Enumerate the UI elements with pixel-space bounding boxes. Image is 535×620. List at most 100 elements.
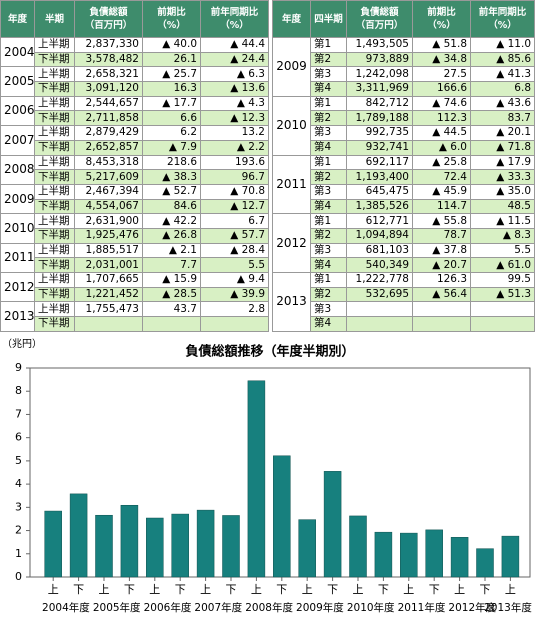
- cell: 3,578,482: [74, 51, 143, 68]
- x-tick-label: 下: [429, 583, 440, 596]
- header-cell: 年度: [272, 0, 311, 38]
- cell: ▲ 6.0: [412, 139, 471, 156]
- cell: 48.5: [470, 198, 535, 215]
- cell: ▲ 40.0: [142, 37, 201, 53]
- row: 2013 第1 1,222,778 126.3 99.5: [272, 272, 535, 332]
- cell: 下半期: [34, 110, 75, 127]
- row: 下半期: [1, 316, 269, 332]
- bar: [95, 514, 113, 578]
- cell: 下半期: [34, 51, 75, 68]
- cell: 第3: [310, 242, 347, 259]
- cell: ▲ 28.5: [142, 286, 201, 303]
- cell: ▲ 44.4: [200, 37, 269, 53]
- header-cell: 四半期: [310, 0, 347, 38]
- cell: 下半期: [34, 139, 75, 156]
- bar: [247, 380, 266, 578]
- year-cell: 2010: [0, 213, 35, 244]
- bar: [374, 531, 393, 578]
- empty-cell: [346, 316, 413, 332]
- cell: ▲ 12.7: [200, 198, 269, 215]
- header-text: （%）: [488, 20, 517, 31]
- row: 下半期 3,091,120 16.3 ▲ 13.6: [1, 81, 269, 97]
- cell: 83.7: [470, 110, 535, 127]
- group-label: 2006年度: [144, 601, 192, 614]
- cell: ▲ 52.7: [142, 183, 201, 200]
- header-text: （%）: [220, 20, 249, 31]
- bar: [323, 471, 342, 578]
- row: 2009 第1 1,493,505 ▲ 51.8 ▲ 11.0: [272, 37, 535, 97]
- x-tick-label: 上: [505, 583, 516, 596]
- cell: 6.2: [142, 125, 201, 141]
- cell: 2,031,001: [74, 257, 143, 273]
- cell: 645,475: [346, 183, 413, 200]
- cell: ▲ 20.7: [412, 257, 471, 273]
- row: 第2 973,889 ▲ 34.8 ▲ 85.6: [273, 51, 535, 68]
- year-cell: 2009: [272, 37, 311, 97]
- cell: ▲ 44.5: [412, 125, 471, 141]
- cell: ▲ 2.2: [200, 139, 269, 156]
- row: 2013 上半期 1,755,473 43.7 2.8: [0, 301, 269, 332]
- header-text: （百万円）: [355, 20, 404, 31]
- row: 下半期 5,217,609 ▲ 38.3 96.7: [1, 169, 269, 185]
- cell: ▲ 6.3: [200, 66, 269, 83]
- cell: 第2: [310, 227, 347, 244]
- cell: ▲ 70.8: [200, 183, 269, 200]
- year-cell: 2013: [0, 301, 35, 332]
- group-label: 2009年度: [296, 601, 344, 614]
- row: 2008 上半期 8,453,318 218.6 193.6: [0, 154, 269, 185]
- header-text: （百万円）: [84, 20, 133, 31]
- header-cell: 年度: [0, 0, 35, 38]
- y-tick-label: 2: [15, 524, 22, 537]
- header-text: 前年同期比: [210, 7, 259, 18]
- cell: ▲ 51.3: [470, 286, 535, 303]
- year-cell: 2009: [0, 183, 35, 215]
- cell: ▲ 38.3: [142, 169, 201, 185]
- empty-cell: [200, 316, 269, 332]
- header-cell: 前年同期比 （%）: [200, 0, 269, 38]
- row: 第3 681,103 ▲ 37.8 5.5: [273, 242, 535, 259]
- bar: [146, 517, 164, 578]
- cell: 2,652,857: [74, 139, 143, 156]
- x-tick-label: 下: [378, 583, 389, 596]
- bar: [44, 510, 62, 578]
- row: 第3 992,735 ▲ 44.5 ▲ 20.1: [273, 125, 535, 141]
- cell: 842,712: [346, 95, 413, 112]
- year-cell: 2005: [0, 66, 35, 97]
- cell: 612,771: [346, 213, 413, 229]
- row: 下半期 1,221,452 ▲ 28.5 ▲ 39.9: [1, 286, 269, 303]
- cell: 第2: [310, 110, 347, 127]
- cell: 7.7: [142, 257, 201, 273]
- chart: 負債総額推移（年度半期別） （兆円） 0 1 2 3 4 5 6 7 8 9 上 下 上 下 上 下 上 下 上 下 上…: [2, 338, 532, 614]
- header-text: 負債総額: [89, 7, 128, 18]
- header-text: 前年同期比: [478, 7, 527, 18]
- x-tick-label: 上: [302, 583, 313, 596]
- cell: ▲ 57.7: [200, 227, 269, 244]
- header-cell: 負債総額 （百万円）: [74, 0, 143, 38]
- header-text: 年度: [7, 13, 27, 25]
- cell: ▲ 35.0: [470, 183, 535, 200]
- cell: ▲ 37.8: [412, 242, 471, 259]
- cell: 5.5: [470, 242, 535, 259]
- y-tick-label: 0: [15, 570, 22, 583]
- cell: 84.6: [142, 198, 201, 215]
- row: 第4 3,311,969 166.6 6.8: [273, 81, 535, 97]
- cell: ▲ 9.4: [200, 272, 269, 288]
- cell: 1,789,188: [346, 110, 413, 127]
- half-year-table: 年度 半期 負債総額 （百万円） 前期比 （%） 前年同期比 （%） 2004 上半期 2,837,…: [0, 0, 269, 332]
- cell: 上半期: [34, 183, 75, 200]
- cell: 上半期: [34, 95, 75, 112]
- row: 第2 532,695 ▲ 56.4 ▲ 51.3: [273, 286, 535, 303]
- y-tick-label: 9: [15, 361, 22, 374]
- bar: [476, 548, 494, 578]
- cell: 下半期: [34, 286, 75, 303]
- cell: ▲ 11.0: [470, 37, 535, 53]
- cell: 2,711,858: [74, 110, 143, 127]
- cell: ▲ 28.4: [200, 242, 269, 259]
- cell: 2,879,429: [74, 125, 143, 141]
- cell: 992,735: [346, 125, 413, 141]
- cell: ▲ 55.8: [412, 213, 471, 229]
- cell: 第1: [310, 154, 347, 171]
- row: 第3: [273, 301, 535, 318]
- cell: 681,103: [346, 242, 413, 259]
